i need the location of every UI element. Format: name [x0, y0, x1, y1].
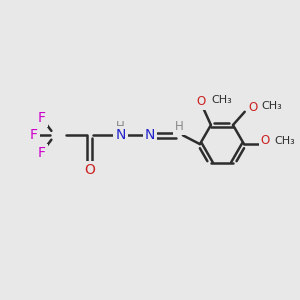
Text: N: N: [145, 128, 155, 142]
Text: O: O: [248, 101, 257, 114]
Text: O: O: [196, 95, 205, 108]
Text: O: O: [84, 163, 95, 177]
Text: F: F: [38, 111, 46, 125]
Text: H: H: [175, 120, 184, 133]
Text: F: F: [38, 146, 46, 160]
Text: O: O: [261, 134, 270, 147]
Text: CH₃: CH₃: [212, 95, 232, 105]
Text: N: N: [115, 128, 126, 142]
Text: F: F: [30, 128, 38, 142]
Text: CH₃: CH₃: [262, 101, 282, 112]
Text: H: H: [116, 120, 125, 133]
Text: CH₃: CH₃: [274, 136, 295, 146]
